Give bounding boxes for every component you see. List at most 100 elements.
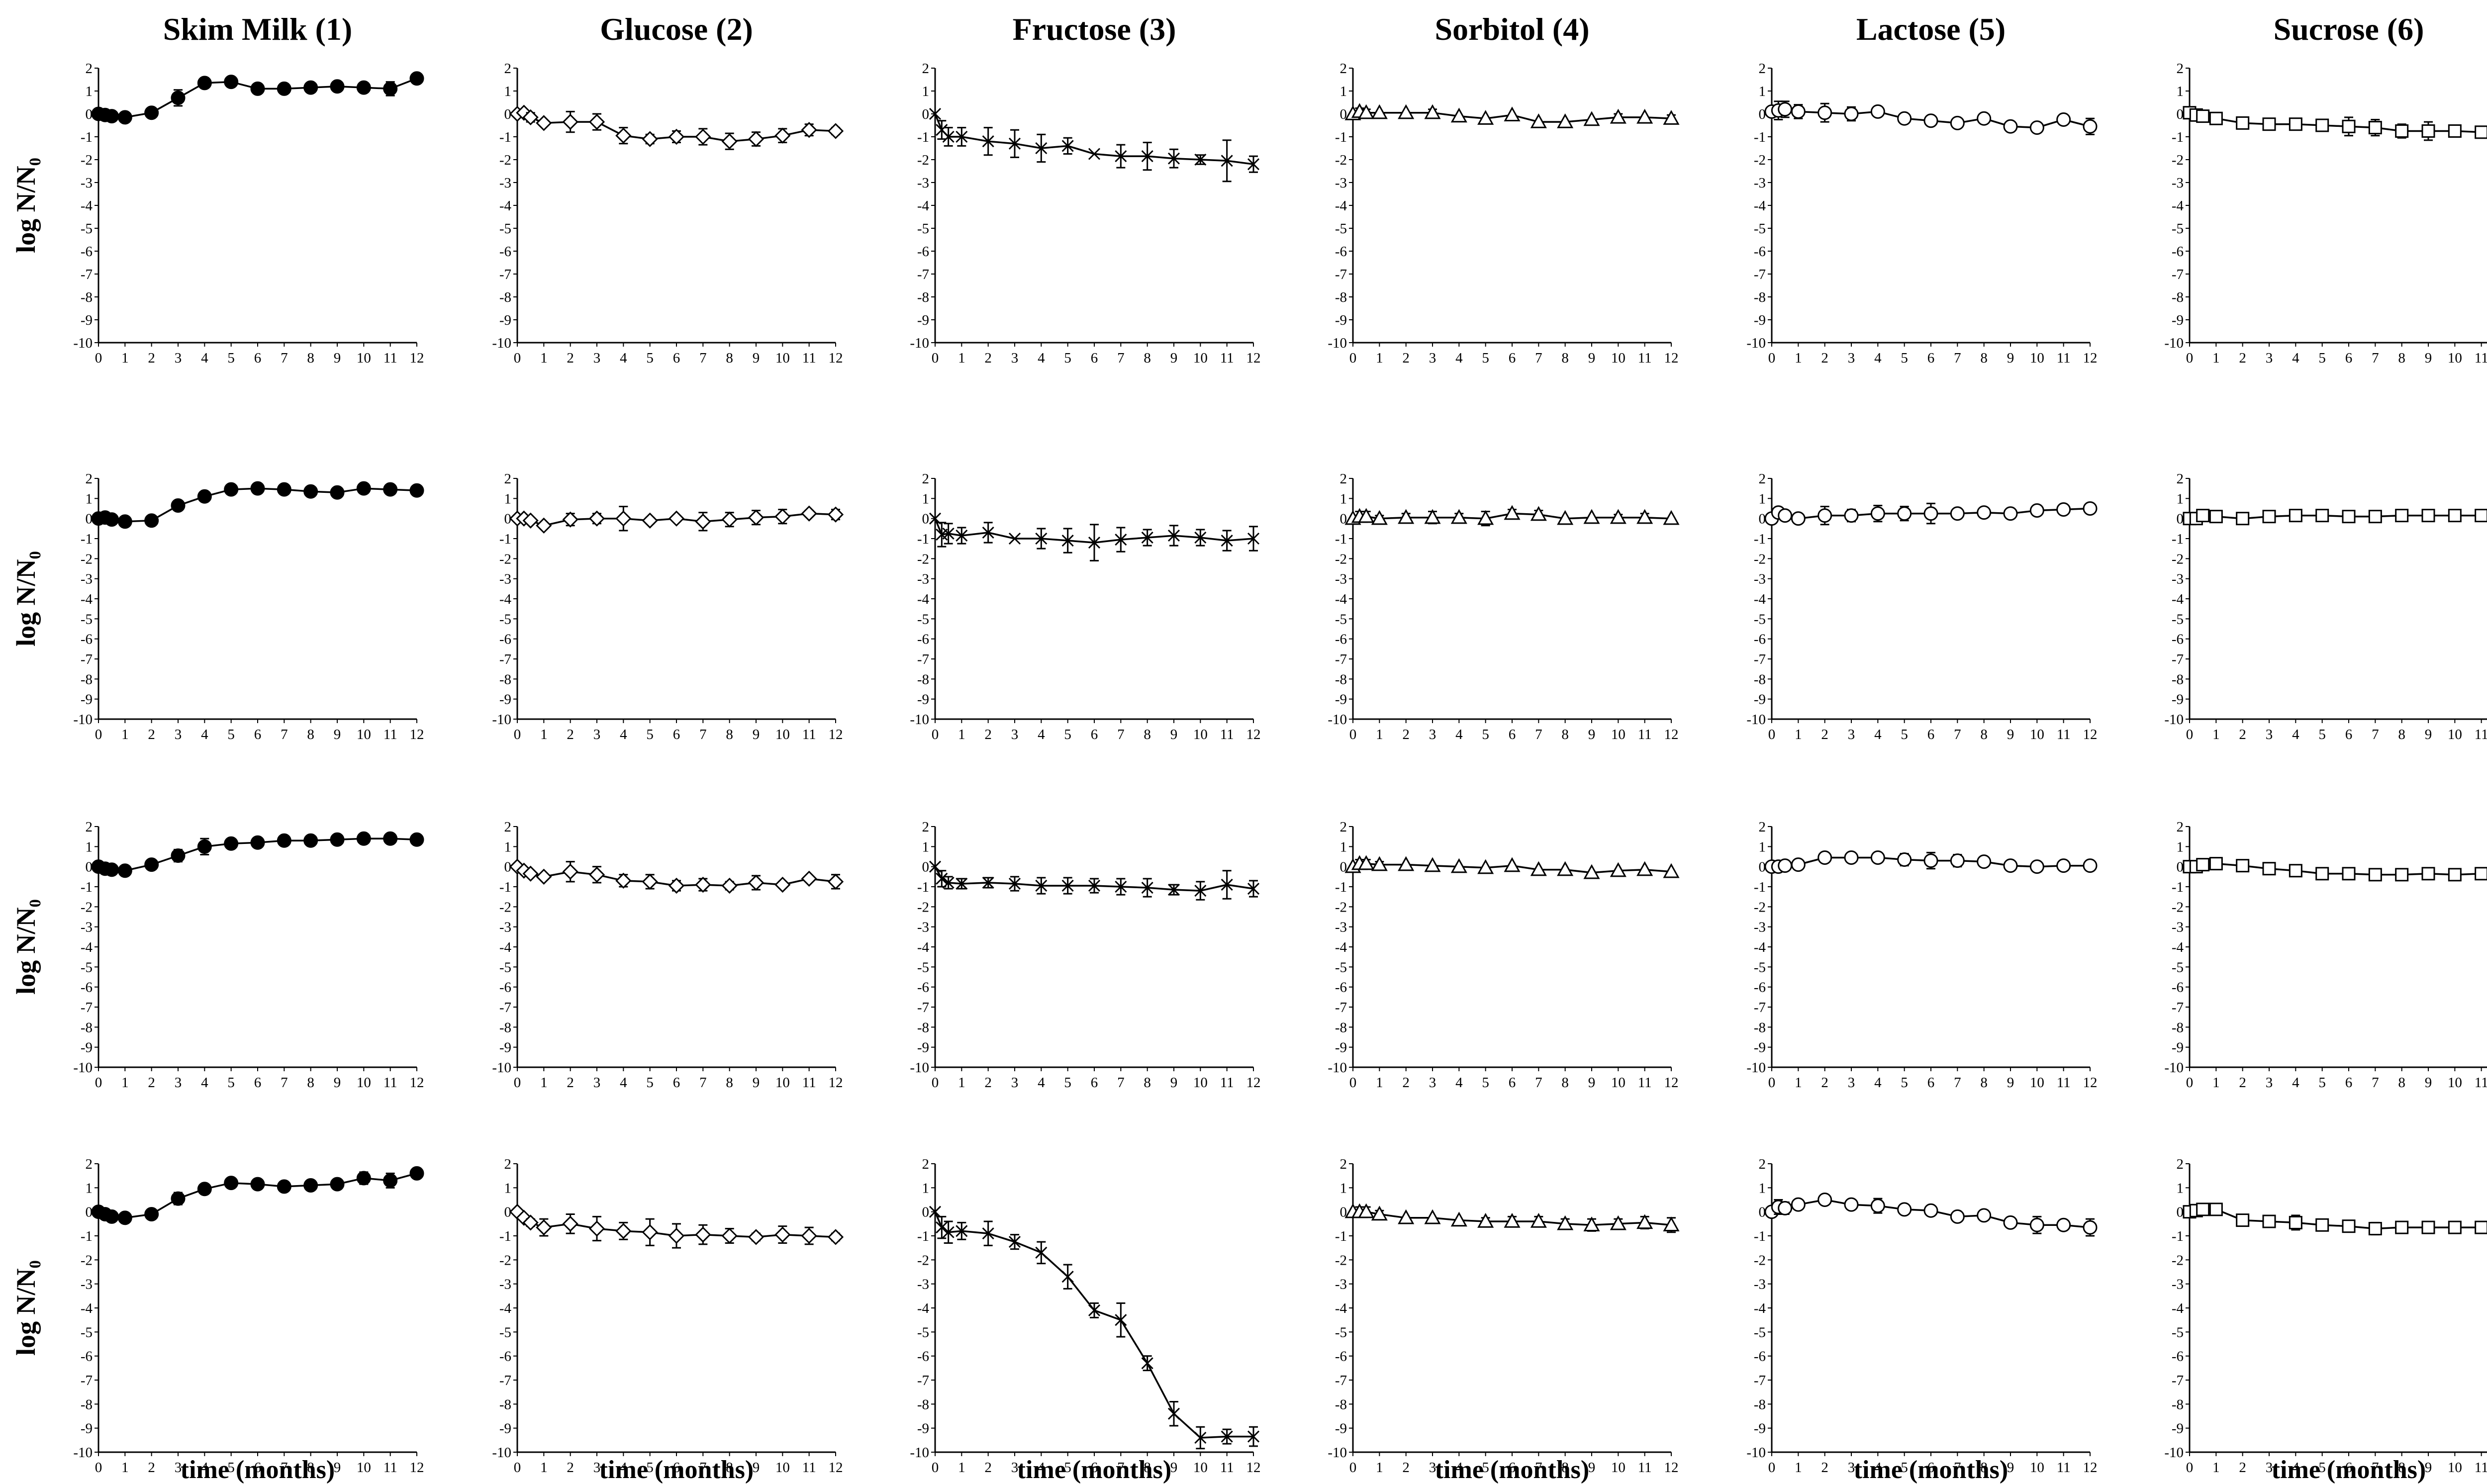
data-point xyxy=(356,80,371,95)
data-point xyxy=(721,877,738,894)
y-tick-label: -6 xyxy=(1754,980,1766,996)
x-tick-label: 2 xyxy=(984,727,992,742)
x-axis-labels: time (months) time (months) time (months) t… xyxy=(181,1456,2426,1484)
y-tick-label: 1 xyxy=(922,491,930,507)
panel-C-4: 210-1-2-3-4-5-6-7-8-9-100 1 2 3 4 5 6 7 8 9 10 11 12 xyxy=(1328,819,1680,1091)
y-tick-label: -3 xyxy=(1335,175,1347,191)
data-point xyxy=(1663,863,1680,878)
y-tick-label: 1 xyxy=(1759,1180,1766,1196)
data-point xyxy=(2289,117,2302,131)
x-tick-label: 5 xyxy=(227,350,235,366)
x-tick-label: 1 xyxy=(121,1075,129,1091)
x-tick-label: 5 xyxy=(2318,1460,2326,1476)
y-tick-label: 0 xyxy=(922,106,930,122)
data-point xyxy=(956,1225,968,1237)
data-point xyxy=(1557,510,1574,525)
x-tick-label: 4 xyxy=(2292,350,2299,366)
data-point xyxy=(1504,505,1521,520)
y-tick-label: -10 xyxy=(1746,1445,1766,1461)
y-tick-label: -9 xyxy=(499,692,511,708)
data-point xyxy=(1530,113,1547,128)
y-tick-label: -10 xyxy=(1746,1060,1766,1076)
data-point xyxy=(615,127,632,144)
data-point xyxy=(536,868,552,885)
x-tick-label: 6 xyxy=(2345,727,2353,742)
x-tick-label: 2 xyxy=(148,727,155,742)
x-tick-label: 0 xyxy=(2186,1075,2194,1091)
y-tick-label: -3 xyxy=(81,571,93,587)
x-tick-label: 1 xyxy=(2212,727,2220,742)
x-tick-label: 8 xyxy=(1561,350,1569,366)
x-tick-label: 7 xyxy=(1954,727,1961,742)
data-point xyxy=(1167,152,1180,165)
data-point xyxy=(562,1215,578,1232)
data-point xyxy=(1583,1216,1600,1231)
y-tick-label: -1 xyxy=(81,531,93,547)
y-tick-label: 0 xyxy=(2177,859,2184,875)
y-tick-label: -3 xyxy=(2172,571,2184,587)
data-point xyxy=(1450,858,1467,873)
x-tick-label: 3 xyxy=(2266,1075,2273,1091)
y-tick-label: -8 xyxy=(499,671,511,687)
y-tick-label: -2 xyxy=(1335,152,1347,168)
x-tick-label: 11 xyxy=(1220,350,1234,366)
y-axis-labels: log N/N₀ log N/N₀ log N/N₀ log N/N₀ xyxy=(11,158,41,1356)
y-tick-label: -10 xyxy=(1328,1445,1347,1461)
data-point xyxy=(942,876,955,889)
data-point xyxy=(956,130,968,143)
y-tick-label: -2 xyxy=(2172,551,2184,567)
y-tick-label: 2 xyxy=(922,819,930,835)
y-tick-label: -6 xyxy=(917,632,929,648)
y-tick-label: 0 xyxy=(1759,106,1766,122)
data-point xyxy=(1008,137,1021,150)
x-tick-label: 7 xyxy=(1535,1460,1542,1476)
data-point xyxy=(2448,509,2462,523)
data-point xyxy=(1194,885,1207,897)
y-tick-label: -1 xyxy=(917,879,929,895)
data-point xyxy=(2196,509,2210,523)
x-tick-label: 3 xyxy=(593,727,601,742)
x-tick-label: 0 xyxy=(1768,1460,1776,1476)
data-point xyxy=(1398,856,1415,871)
y-tick-label: -5 xyxy=(2172,221,2184,237)
x-tick-label: 2 xyxy=(984,1075,992,1091)
x-tick-label: 7 xyxy=(2372,727,2379,742)
y-tick-label: -4 xyxy=(499,939,512,955)
data-point xyxy=(1504,857,1521,872)
x-tick-label: 5 xyxy=(1064,1075,1071,1091)
data-point xyxy=(1398,104,1415,119)
y-tick-label: -3 xyxy=(1335,920,1347,935)
data-point xyxy=(104,512,119,527)
data-point xyxy=(522,109,539,126)
data-point xyxy=(668,877,685,894)
y-tick-label: -9 xyxy=(2172,1040,2184,1056)
y-tick-label: 2 xyxy=(2177,1156,2184,1172)
data-point xyxy=(588,510,605,527)
x-tick-label: 10 xyxy=(775,727,790,742)
x-tick-label: 6 xyxy=(1927,1075,1935,1091)
x-tick-label: 8 xyxy=(726,1460,733,1476)
x-tick-label: 0 xyxy=(514,727,521,742)
x-tick-label: 5 xyxy=(646,727,654,742)
data-point xyxy=(2056,112,2071,127)
y-tick-label: 1 xyxy=(2177,84,2184,99)
y-tick-label: 1 xyxy=(504,491,512,507)
y-tick-label: 2 xyxy=(504,1156,512,1172)
y-tick-label: 0 xyxy=(1340,106,1347,122)
data-point xyxy=(956,529,968,542)
x-tick-label: 10 xyxy=(357,350,371,366)
x-tick-label: 1 xyxy=(121,727,129,742)
data-point xyxy=(1844,106,1859,121)
y-tick-label: -2 xyxy=(1754,899,1766,915)
data-point xyxy=(748,874,765,891)
x-axis-label-3: time (months) xyxy=(1017,1456,1172,1484)
panel-D-2: 210-1-2-3-4-5-6-7-8-9-100 1 2 3 4 5 6 7 8 9 10 11 12 xyxy=(492,1156,844,1476)
y-tick-label: -7 xyxy=(1335,651,1347,667)
data-point xyxy=(1477,510,1494,525)
x-tick-label: 4 xyxy=(2292,727,2299,742)
x-tick-label: 8 xyxy=(1980,350,1988,366)
data-point xyxy=(827,123,844,139)
x-tick-label: 4 xyxy=(620,1075,627,1091)
y-tick-label: -7 xyxy=(499,1373,511,1389)
y-tick-label: -7 xyxy=(1754,651,1766,667)
